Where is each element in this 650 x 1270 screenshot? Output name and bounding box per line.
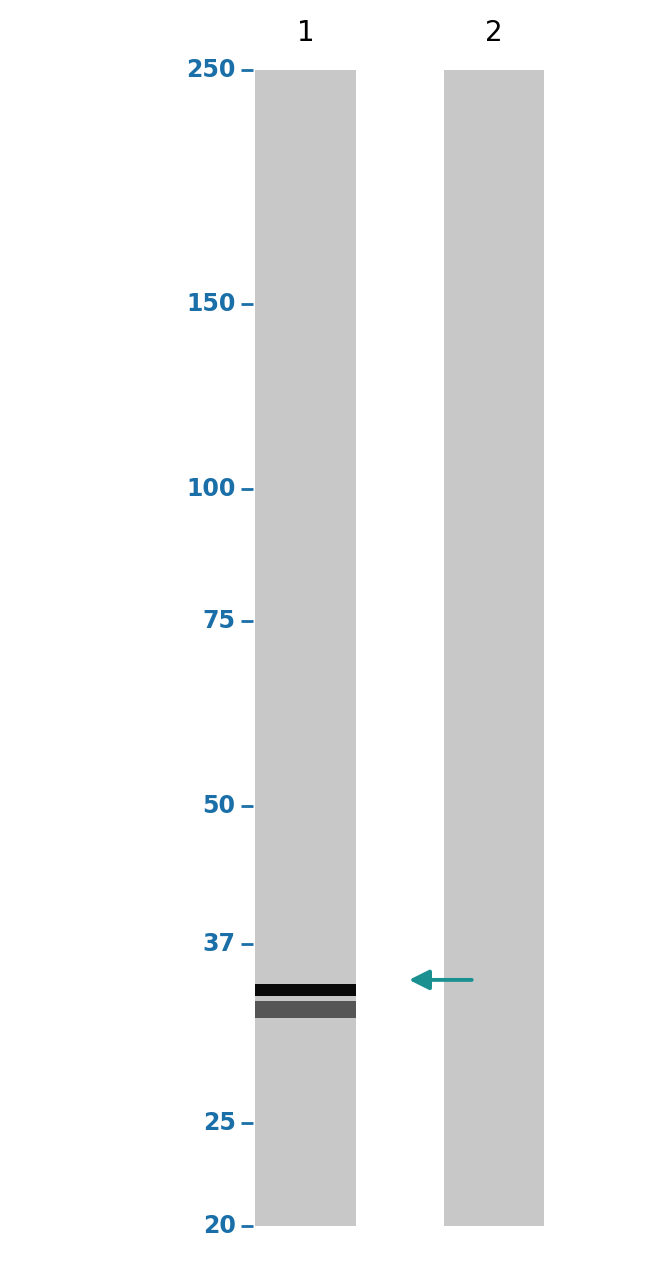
Text: 75: 75: [203, 608, 235, 632]
Text: 150: 150: [187, 292, 235, 315]
Text: 250: 250: [187, 58, 235, 81]
Text: 1: 1: [296, 19, 315, 47]
Bar: [255, 1002, 356, 1019]
Text: 20: 20: [203, 1214, 235, 1237]
Bar: [255, 70, 356, 1226]
Text: 50: 50: [203, 794, 235, 818]
Text: 2: 2: [485, 19, 503, 47]
Bar: [255, 984, 356, 997]
Text: 37: 37: [203, 932, 235, 956]
Text: 100: 100: [187, 478, 235, 502]
Text: 25: 25: [203, 1111, 235, 1135]
Bar: [443, 70, 545, 1226]
